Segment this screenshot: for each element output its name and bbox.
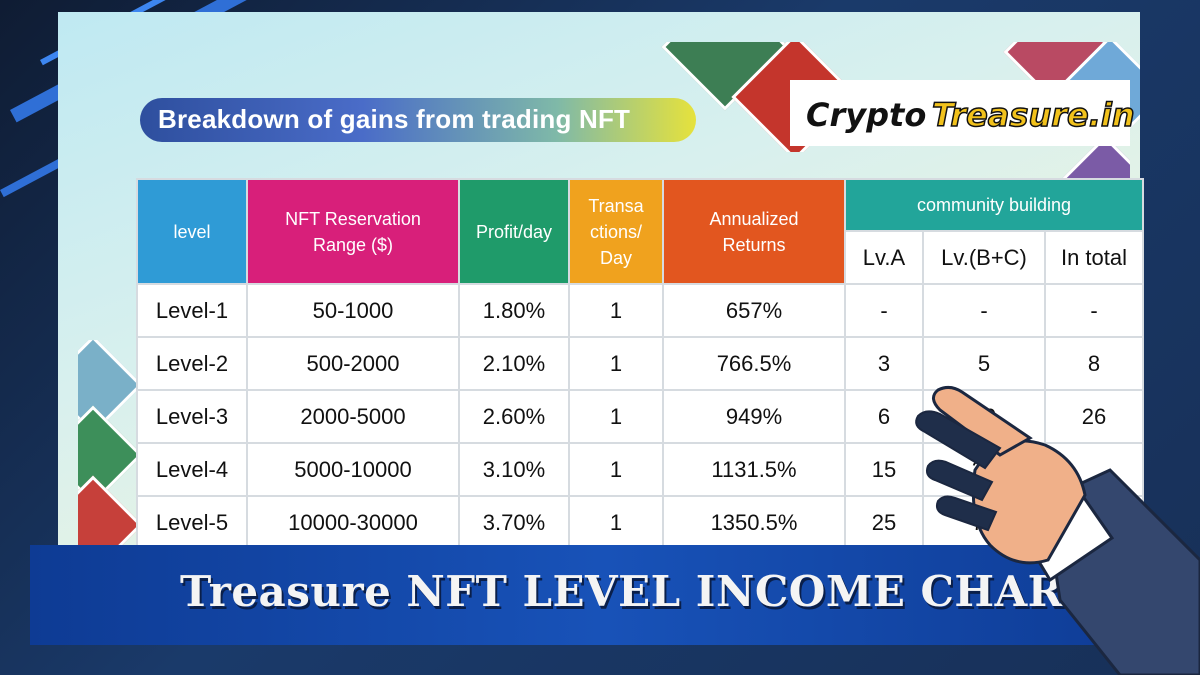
cell-transactions: 1 xyxy=(568,389,664,444)
cell-profit: 2.60% xyxy=(458,389,570,444)
cell-level: Level-1 xyxy=(136,283,248,338)
income-table: level NFT Reservation Range ($) Profit/d… xyxy=(136,178,1144,550)
cell-level: Level-4 xyxy=(136,442,248,497)
cell-returns: 1350.5% xyxy=(662,495,846,550)
cell-level: Level-2 xyxy=(136,336,248,391)
cell-range: 2000-5000 xyxy=(246,389,460,444)
cell-total: 8 xyxy=(1044,336,1144,391)
section-title: Breakdown of gains from trading NFT xyxy=(158,104,631,134)
cell-profit: 3.10% xyxy=(458,442,570,497)
site-logo: Crypto Treasure.in xyxy=(790,80,1135,146)
header-returns: Annualized Returns xyxy=(662,178,846,285)
section-title-pill: Breakdown of gains from trading NFT xyxy=(140,98,696,142)
cell-lva: 6 xyxy=(844,389,924,444)
cell-total: 26 xyxy=(1044,389,1144,444)
cell-lvbc: 5 xyxy=(922,336,1046,391)
cell-level: Level-5 xyxy=(136,495,248,550)
table-row: Level-3 2000-5000 2.60% 1 949% 6 20 26 xyxy=(136,389,1144,444)
banner-title: Treasure NFT LEVEL INCOME CHART xyxy=(180,567,1095,616)
cell-returns: 949% xyxy=(662,389,846,444)
header-range: NFT Reservation Range ($) xyxy=(246,178,460,285)
cell-lva: - xyxy=(844,283,924,338)
header-profit: Profit/day xyxy=(458,178,570,285)
logo-text-crypto: Crypto xyxy=(806,96,927,134)
cell-transactions: 1 xyxy=(568,283,664,338)
cell-range: 500-2000 xyxy=(246,336,460,391)
header-lvbc: Lv.(B+C) xyxy=(922,230,1046,285)
logo-text-treasure: Treasure.in xyxy=(931,95,1135,135)
cell-range: 5000-10000 xyxy=(246,442,460,497)
cell-lva: 15 xyxy=(844,442,924,497)
cell-transactions: 1 xyxy=(568,495,664,550)
cell-lva: 3 xyxy=(844,336,924,391)
cell-profit: 2.10% xyxy=(458,336,570,391)
cell-total: - xyxy=(1044,283,1144,338)
title-banner: Treasure NFT LEVEL INCOME CHART xyxy=(30,545,1172,645)
cell-range: 50-1000 xyxy=(246,283,460,338)
header-community: community building xyxy=(844,178,1144,232)
cell-transactions: 1 xyxy=(568,442,664,497)
header-total: In total xyxy=(1044,230,1144,285)
header-transactions: Transa ctions/ Day xyxy=(568,178,664,285)
cell-returns: 766.5% xyxy=(662,336,846,391)
header-level: level xyxy=(136,178,248,285)
cell-profit: 1.80% xyxy=(458,283,570,338)
cell-returns: 1131.5% xyxy=(662,442,846,497)
cell-returns: 657% xyxy=(662,283,846,338)
cell-profit: 3.70% xyxy=(458,495,570,550)
table-row: Level-2 500-2000 2.10% 1 766.5% 3 5 8 xyxy=(136,336,1144,391)
cell-level: Level-3 xyxy=(136,389,248,444)
table-row: Level-1 50-1000 1.80% 1 657% - - - xyxy=(136,283,1144,338)
cell-range: 10000-30000 xyxy=(246,495,460,550)
cell-transactions: 1 xyxy=(568,336,664,391)
header-lva: Lv.A xyxy=(844,230,924,285)
cell-lvbc: - xyxy=(922,283,1046,338)
cell-lva: 25 xyxy=(844,495,924,550)
